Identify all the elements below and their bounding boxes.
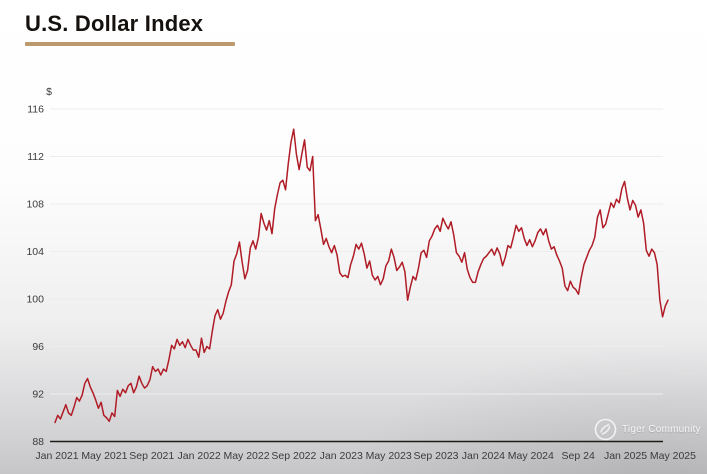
watermark-text: Tiger Community — [622, 424, 701, 435]
x-axis-tick-label: May 2025 — [650, 450, 696, 462]
x-axis-tick-label: Jan 2023 — [320, 450, 363, 462]
dollar-index-price-line — [54, 128, 669, 424]
y-axis-tick-label: 100 — [26, 294, 44, 306]
y-axis-tick-label: 104 — [26, 246, 44, 258]
tiger-logo-icon — [594, 418, 617, 441]
x-axis-tick-label: Sep 2021 — [129, 450, 174, 462]
x-axis-tick-label: Jan 2025 — [604, 450, 647, 462]
x-axis-tick-label: Sep 2022 — [271, 450, 316, 462]
page-title: U.S. Dollar Index — [25, 11, 204, 36]
x-axis-tick-label: May 2022 — [223, 450, 269, 462]
x-axis-tick-label: Jan 2021 — [35, 450, 78, 462]
x-axis-tick-label: Jan 2022 — [178, 450, 221, 462]
x-axis-tick-label: Sep 2023 — [414, 450, 459, 462]
x-axis-tick-label: May 2021 — [81, 450, 127, 462]
x-axis-tick-label: Sep 24 — [562, 450, 595, 462]
y-axis-tick-label: 116 — [27, 104, 44, 116]
y-axis-tick-label: 96 — [32, 341, 44, 353]
y-axis-tick-label: 112 — [27, 151, 44, 163]
x-axis-tick-label: May 2023 — [366, 450, 412, 462]
y-axis-tick-label: 92 — [32, 389, 44, 401]
x-axis-tick-label: May 2024 — [508, 450, 554, 462]
currency-unit-label: $ — [46, 86, 52, 98]
y-axis-tick-label: 108 — [26, 199, 44, 211]
x-axis-tick-label: Jan 2024 — [462, 450, 505, 462]
y-axis-tick-label: 88 — [32, 436, 44, 448]
watermark: Tiger Community — [594, 418, 701, 441]
title-underline — [25, 42, 235, 46]
